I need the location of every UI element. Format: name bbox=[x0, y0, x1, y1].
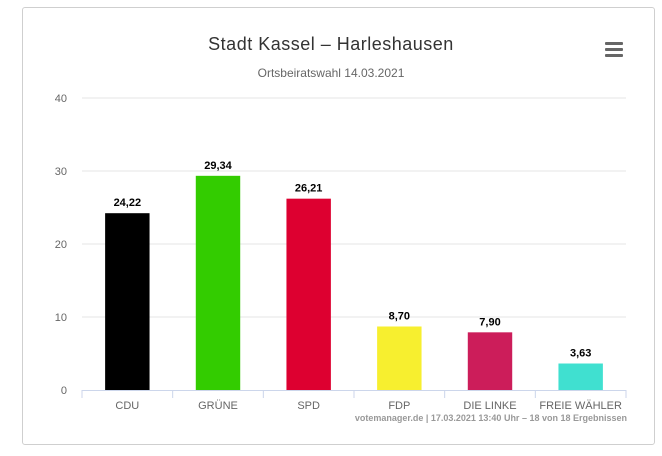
y-tick-label: 10 bbox=[55, 312, 67, 324]
y-tick-label: 0 bbox=[61, 385, 67, 397]
x-tick-label: FREIE WÄHLER bbox=[539, 400, 622, 412]
bar-die-linke bbox=[467, 332, 513, 390]
bar-spd bbox=[286, 198, 331, 390]
data-label: 7,90 bbox=[479, 316, 500, 328]
hamburger-menu-icon[interactable] bbox=[603, 40, 625, 58]
y-tick-label: 20 bbox=[55, 239, 67, 251]
y-tick-label: 30 bbox=[55, 166, 67, 178]
data-label: 24,22 bbox=[114, 197, 142, 209]
chart-subtitle: Ortsbeiratswahl 14.03.2021 bbox=[257, 66, 405, 80]
x-tick-label: FDP bbox=[388, 400, 410, 412]
y-tick-label: 40 bbox=[55, 93, 67, 105]
data-label: 29,34 bbox=[204, 160, 232, 172]
x-tick-label: SPD bbox=[297, 400, 320, 412]
bar-cdu bbox=[105, 213, 150, 390]
data-label: 26,21 bbox=[295, 183, 323, 195]
bar-gr-ne bbox=[195, 175, 241, 390]
x-tick-label: CDU bbox=[115, 400, 139, 412]
data-label: 3,63 bbox=[570, 348, 591, 360]
credits-text[interactable]: votemanager.de | 17.03.2021 13:40 Uhr – … bbox=[354, 413, 627, 423]
bar-freie-w-hler bbox=[558, 363, 603, 390]
data-label: 8,70 bbox=[389, 310, 410, 322]
x-tick-label: GRÜNE bbox=[198, 400, 238, 412]
bar-fdp bbox=[377, 326, 422, 390]
chart-title: Stadt Kassel – Harleshausen bbox=[208, 34, 454, 54]
x-tick-label: DIE LINKE bbox=[463, 400, 516, 412]
